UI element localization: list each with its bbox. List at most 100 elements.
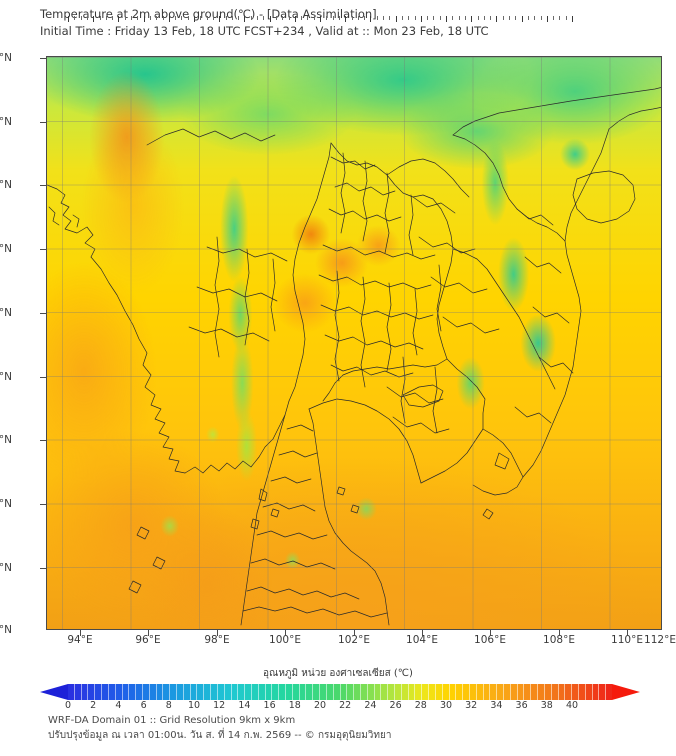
colorbar-tick-label: 22: [339, 700, 352, 711]
colorbar-over-arrow: [612, 684, 640, 700]
temperature-map[interactable]: [46, 56, 662, 630]
colorbar-tick-label: 0: [64, 700, 72, 711]
colorbar-band: [388, 684, 395, 700]
colorbar-band: [463, 684, 470, 700]
colorbar-band: [504, 684, 511, 700]
colorbar-band: [299, 684, 307, 700]
colorbar-band: [538, 684, 545, 700]
colorbar-band: [224, 684, 232, 700]
colorbar-band: [183, 684, 191, 700]
colorbar-band: [170, 684, 177, 700]
map-frame: [46, 56, 662, 630]
colorbar-band: [524, 684, 532, 700]
colorbar-band: [197, 684, 205, 700]
colorbar-band: [497, 684, 504, 700]
colorbar-band: [340, 684, 348, 700]
colorbar-tick-label: 40: [565, 700, 579, 711]
colorbar-bands: [68, 684, 612, 700]
colorbar-band: [211, 684, 218, 700]
colorbar-tick-label: 12: [213, 700, 226, 711]
colorbar-band: [544, 684, 552, 700]
lat-label-6: 6°N: [0, 562, 12, 574]
colorbar-band: [333, 684, 341, 700]
footer-credits: WRF-DA Domain 01 :: Grid Resolution 9km …: [48, 713, 391, 743]
coastline-overlay: [47, 57, 661, 629]
colorbar-band: [156, 684, 164, 700]
colorbar-band: [142, 684, 150, 700]
footer-line-2: ปรับปรุงข้อมูล ณ เวลา 01:00น. วัน ส. ที่…: [48, 730, 392, 741]
chart-title-block: Temperature at 2m above ground(℃) - [Dat…: [40, 6, 660, 40]
footer-line-1: WRF-DA Domain 01 :: Grid Resolution 9km …: [48, 715, 296, 726]
colorbar-band: [401, 684, 409, 700]
colorbar-band: [129, 684, 137, 700]
lon-label-96: 96°E: [135, 634, 161, 646]
colorbar-band: [272, 684, 280, 700]
colorbar-band: [88, 684, 96, 700]
colorbar-tick-labels: 0 2 4 6 8 10 12 14 16 18 20 22 24 26 28 30 32 34 36 38 40: [40, 700, 640, 714]
colorbar-tick-label: 36: [515, 700, 528, 711]
colorbar-band: [551, 684, 559, 700]
colorbar-tick-label: 6: [140, 700, 147, 711]
colorbar-under-arrow: [40, 684, 68, 700]
colorbar-tick-label: 34: [490, 700, 503, 711]
lon-label-104: 104°E: [406, 634, 438, 646]
lat-label-4: 4°N: [0, 624, 12, 636]
lon-label-100: 100°E: [269, 634, 301, 646]
title-line-1: Temperature at 2m above ground(℃) - [Dat…: [40, 7, 377, 21]
colorbar-band: [245, 684, 252, 700]
colorbar-band: [435, 684, 443, 700]
colorbar-tick-label: 16: [263, 700, 276, 711]
colorbar-band: [449, 684, 457, 700]
colorbar-title: อุณหภูมิ หน่วย องศาเซลเซียส (℃): [263, 668, 413, 679]
lat-label-22: 22°N: [0, 52, 12, 64]
colorbar-band: [469, 684, 477, 700]
colorbar-band: [217, 684, 225, 700]
colorbar-band: [108, 684, 116, 700]
colorbar-ticks: [68, 16, 573, 26]
colorbar-band: [95, 684, 103, 700]
colorbar[interactable]: [40, 684, 640, 700]
colorbar-tick-label: 8: [165, 700, 172, 711]
colorbar-band: [483, 684, 491, 700]
colorbar-band: [456, 684, 464, 700]
colorbar-band: [81, 684, 89, 700]
colorbar-band: [381, 684, 389, 700]
colorbar-band: [367, 684, 375, 700]
colorbar-tick-label: 30: [439, 700, 453, 711]
lat-label-18: 18°N: [0, 179, 12, 191]
colorbar-band: [585, 684, 593, 700]
colorbar-tick-label: 28: [414, 700, 427, 711]
colorbar-band: [68, 684, 75, 700]
colorbar-band: [313, 684, 321, 700]
colorbar-band: [599, 684, 607, 700]
colorbar-band: [265, 684, 273, 700]
colorbar-tick-label: 24: [364, 700, 377, 711]
colorbar-band: [102, 684, 109, 700]
colorbar-band: [565, 684, 573, 700]
colorbar-tick-label: 4: [115, 700, 122, 711]
colorbar-band: [204, 684, 212, 700]
lat-label-16: 16°N: [0, 243, 12, 255]
lon-label-108: 108°E: [543, 634, 575, 646]
colorbar-band: [606, 684, 612, 700]
colorbar-band: [279, 684, 286, 700]
colorbar-band: [415, 684, 423, 700]
colorbar-band: [558, 684, 566, 700]
colorbar-band: [177, 684, 184, 700]
lon-label-110: 110°E: [611, 634, 643, 646]
lat-label-20: 20°N: [0, 116, 12, 128]
colorbar-band: [510, 684, 518, 700]
colorbar-band: [292, 684, 300, 700]
colorbar-band: [251, 684, 259, 700]
colorbar-band: [231, 684, 239, 700]
colorbar-tick-label: 10: [187, 700, 201, 711]
colorbar-band: [490, 684, 498, 700]
colorbar-band: [238, 684, 246, 700]
colorbar-band: [374, 684, 382, 700]
colorbar-band: [286, 684, 293, 700]
lat-label-12: 12°N: [0, 371, 12, 383]
colorbar-band: [517, 684, 525, 700]
map-gridlines: [47, 57, 661, 629]
colorbar-tick-label: 14: [238, 700, 251, 711]
colorbar-band: [190, 684, 198, 700]
